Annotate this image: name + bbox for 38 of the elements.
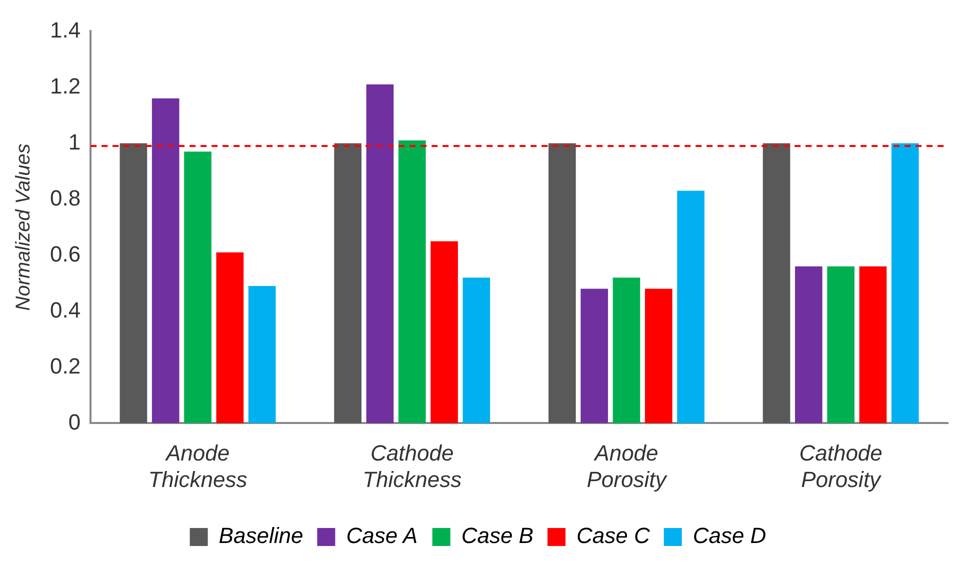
y-tick-label: 0.2	[50, 353, 81, 378]
bar	[334, 143, 362, 424]
y-tick-label: 1.2	[50, 73, 81, 98]
y-tick-label: 1.4	[50, 17, 81, 42]
y-tick-label: 0.6	[50, 241, 81, 266]
legend-label: Case D	[692, 523, 766, 548]
bar	[677, 190, 704, 424]
x-tick-label: Cathode Thickness	[362, 440, 462, 492]
bar	[548, 143, 576, 424]
x-tick-label: Anode Thickness	[148, 440, 248, 492]
bar	[366, 84, 394, 424]
y-tick-label: 0.4	[50, 297, 81, 322]
legend-label: Case C	[576, 523, 650, 548]
x-tick-label: Anode Porosity	[586, 440, 668, 492]
bar	[644, 288, 672, 424]
bar	[762, 143, 790, 424]
bar	[152, 98, 180, 424]
bar	[827, 266, 854, 424]
bar	[580, 288, 608, 424]
legend-label: Case B	[461, 523, 534, 548]
bar	[184, 152, 212, 424]
y-tick-label: 0.8	[50, 185, 81, 210]
bar	[891, 143, 919, 424]
y-tick-label: 1	[68, 129, 81, 154]
bar	[859, 266, 887, 424]
bar	[248, 286, 276, 424]
bar	[430, 241, 458, 424]
bar	[216, 252, 244, 424]
y-axis-title: Normalized Values	[12, 144, 35, 311]
bar	[120, 143, 148, 424]
legend-label: Baseline	[218, 523, 304, 548]
bar	[462, 278, 490, 424]
y-tick-label: 0	[68, 409, 81, 434]
legend-label: Case A	[346, 523, 418, 548]
bar	[795, 266, 822, 424]
bar	[612, 278, 640, 424]
x-tick-label: Cathode Porosity	[799, 440, 883, 492]
bar	[398, 140, 426, 424]
